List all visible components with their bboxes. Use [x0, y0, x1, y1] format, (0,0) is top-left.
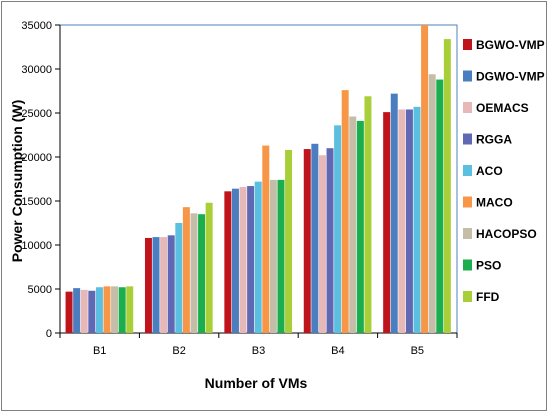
legend-swatch — [463, 228, 472, 239]
legend: BGWO-VMP DGWO-VMP OEMACS RGGA ACO MACO HACOPSO… — [463, 38, 545, 304]
y-tick-label: 35000 — [21, 20, 52, 32]
bar — [285, 149, 293, 333]
bar — [80, 289, 88, 333]
bar — [436, 79, 444, 333]
bar — [277, 179, 285, 333]
bar — [111, 286, 119, 333]
x-tick-label: B1 — [93, 345, 106, 357]
bar — [303, 149, 311, 333]
bar — [262, 145, 270, 333]
legend-label: RGGA — [476, 133, 512, 147]
bar — [160, 237, 168, 333]
bar — [349, 116, 357, 334]
x-tick-label: B4 — [331, 345, 344, 357]
x-tick-label: B2 — [172, 345, 185, 357]
bar — [231, 188, 239, 333]
y-axis-title: Power Consumption (W) — [9, 100, 25, 263]
bar — [318, 155, 326, 333]
y-tick-label: 25000 — [21, 108, 52, 120]
bar — [167, 235, 175, 333]
bar — [65, 291, 73, 333]
bar — [175, 223, 183, 333]
bar — [126, 286, 134, 333]
bar — [118, 287, 126, 333]
bar — [224, 191, 232, 333]
bar — [428, 74, 436, 333]
legend-label: HACOPSO — [476, 227, 537, 241]
bar — [443, 39, 451, 333]
x-tick-label: B3 — [252, 345, 265, 357]
bar — [341, 90, 349, 334]
legend-swatch — [463, 165, 472, 176]
bar — [326, 148, 334, 333]
legend-swatch — [463, 133, 472, 145]
legend-label: OEMACS — [476, 101, 529, 115]
y-tick-label: 20000 — [21, 152, 52, 164]
legend-label: DGWO-VMP — [476, 70, 545, 84]
bar — [103, 286, 111, 333]
bar — [356, 120, 364, 333]
bar — [405, 109, 413, 333]
bar — [269, 179, 277, 333]
bar — [205, 202, 213, 333]
bar — [144, 237, 152, 333]
legend-swatch — [463, 102, 472, 113]
bar — [198, 214, 206, 333]
bar — [390, 93, 398, 333]
legend-swatch — [463, 259, 472, 271]
bar — [334, 125, 342, 333]
legend-swatch — [463, 39, 472, 50]
bar — [239, 186, 247, 333]
bar — [190, 213, 198, 333]
plot-area: 0 5000 10000 15000 20000 25000 30000 35000 B1 B2 B… — [21, 20, 458, 357]
legend-swatch — [463, 291, 472, 302]
bar — [398, 109, 406, 333]
legend-label: ACO — [476, 164, 503, 178]
legend-swatch — [463, 196, 472, 208]
bar — [95, 287, 103, 333]
bar — [311, 143, 319, 333]
y-tick-label: 10000 — [21, 240, 52, 252]
legend-swatch — [463, 70, 472, 82]
y-tick-label: 0 — [46, 328, 52, 340]
bar — [182, 207, 190, 333]
bar — [247, 186, 255, 333]
bar — [254, 181, 262, 333]
legend-label: BGWO-VMP — [476, 38, 545, 52]
bar — [88, 290, 96, 333]
y-tick-label: 30000 — [21, 64, 52, 76]
bar — [73, 288, 81, 333]
x-tick-label: B5 — [411, 345, 424, 357]
legend-label: PSO — [476, 259, 501, 273]
bar — [364, 96, 372, 333]
bar — [413, 106, 421, 333]
y-tick-label: 5000 — [28, 284, 52, 296]
bar — [152, 237, 160, 333]
x-axis-title: Number of VMs — [205, 375, 308, 391]
bar — [383, 112, 391, 334]
y-tick-label: 15000 — [21, 196, 52, 208]
legend-label: MACO — [476, 196, 513, 210]
legend-label: FFD — [476, 290, 500, 304]
bar — [421, 25, 429, 333]
